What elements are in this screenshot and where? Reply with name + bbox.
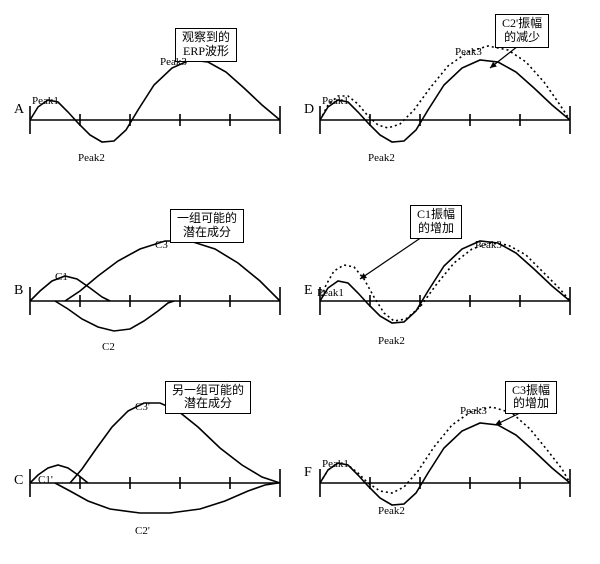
panel-caption: C1振幅 的增加 (410, 205, 462, 239)
panel-E: E C1振幅 的增加 Peak1 Peak2 Peak3 (300, 191, 590, 372)
curve-label: Peak3 (160, 56, 187, 68)
panel-letter: A (14, 102, 24, 118)
panel-letter: B (14, 283, 23, 299)
panel-letter: F (304, 465, 312, 481)
panel-F: F C3振幅 的增加 Peak1 Peak2 Peak3 (300, 373, 590, 554)
panel-B-svg (10, 191, 300, 372)
panel-caption: C2'振幅 的减少 (495, 14, 549, 48)
panel-C: C 另一组可能的 潜在成分 C1' C2' C3' (10, 373, 300, 554)
curve-label: Peak1 (322, 95, 349, 107)
curve-label: Peak3 (460, 405, 487, 417)
panel-letter: E (304, 283, 313, 299)
panel-A: A观察到的 ERP波形Peak1Peak2Peak3 (10, 10, 300, 191)
curve-label: C3' (135, 401, 150, 413)
panel-caption: C3振幅 的增加 (505, 381, 557, 415)
curve-label: Peak3 (455, 46, 482, 58)
curve-label: Peak2 (78, 152, 105, 164)
curve-label: C2 (102, 341, 115, 353)
curve-label: C1 (55, 271, 68, 283)
curve-label: Peak1 (322, 458, 349, 470)
curve-label: C3 (155, 239, 168, 251)
panel-caption: 另一组可能的 潜在成分 (165, 381, 251, 415)
panel-C-svg (10, 373, 300, 554)
curve-label: Peak2 (378, 335, 405, 347)
panel-D: D C2'振幅 的减少 Peak1 Peak2 Peak3 (300, 10, 590, 191)
curve-label: Peak1 (32, 95, 59, 107)
curve-label: C1' (38, 474, 53, 486)
panel-B: B 一组可能的 潜在成分 C1 C2 C3 (10, 191, 300, 372)
panel-letter: D (304, 102, 314, 118)
curve-label: Peak2 (378, 505, 405, 517)
curve-label: Peak1 (317, 287, 344, 299)
curve-label: Peak3 (475, 239, 502, 251)
figure-grid: A观察到的 ERP波形Peak1Peak2Peak3 DC2'振幅 的减少Pea… (10, 10, 590, 554)
curve-label: Peak2 (368, 152, 395, 164)
panel-letter: C (14, 473, 23, 489)
panel-caption: 一组可能的 潜在成分 (170, 209, 244, 243)
curve-label: C2' (135, 525, 150, 537)
